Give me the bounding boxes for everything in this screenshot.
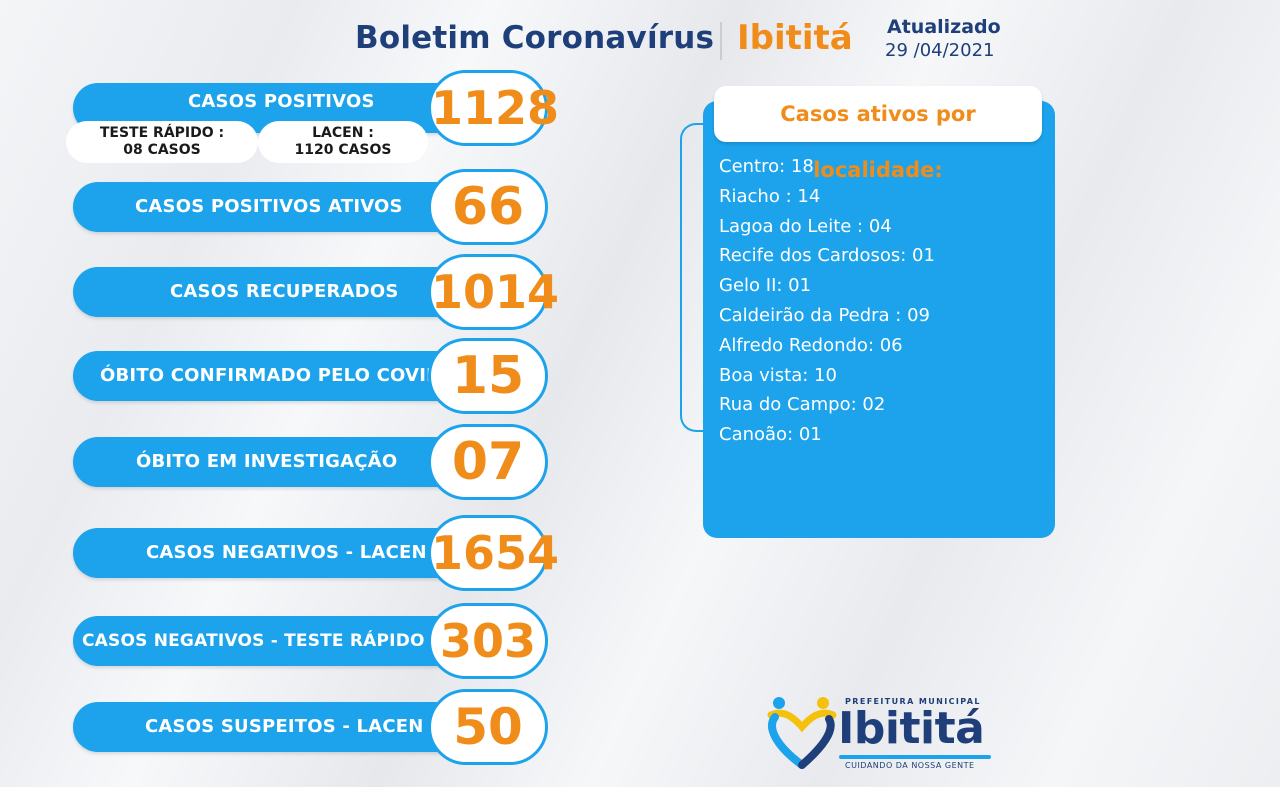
locality-item: Riacho : 14 <box>719 185 821 207</box>
prefeitura-logo: PREFEITURA MUNICIPAL Ibititá CUIDANDO DA… <box>765 693 995 773</box>
logo-name: Ibititá <box>838 703 985 754</box>
locality-item: Lagoa do Leite : 04 <box>719 215 892 237</box>
heart-people-icon <box>767 697 837 769</box>
logo-tagline: CUIDANDO DA NOSSA GENTE <box>845 761 975 770</box>
stat-obito-investigacao: ÓBITO EM INVESTIGAÇÃO <box>73 437 473 487</box>
stat-value: 66 <box>428 169 548 245</box>
stat-casos-negativos-lacen: CASOS NEGATIVOS - LACEN <box>73 528 473 578</box>
stat-casos-suspeitos-lacen: CASOS SUSPEITOS - LACEN <box>73 702 473 752</box>
stat-value: 50 <box>428 689 548 765</box>
stat-label: CASOS RECUPERADOS <box>170 281 399 302</box>
stat-obito-confirmado: ÓBITO CONFIRMADO PELO COVID <box>73 351 473 401</box>
stat-label: ÓBITO CONFIRMADO PELO COVID <box>100 365 442 386</box>
stat-value: 07 <box>428 424 548 500</box>
rapid-test-value: 08 CASOS <box>123 142 201 158</box>
header-divider <box>720 22 722 60</box>
locality-item: Centro: 18 <box>719 156 814 177</box>
locality-item: Canoão: 01 <box>719 424 822 446</box>
rapid-test-label: TESTE RÁPIDO : <box>99 125 225 141</box>
stat-label: CASOS NEGATIVOS - LACEN <box>146 542 427 563</box>
lacen-value: 1120 CASOS <box>294 142 392 158</box>
stat-casos-recuperados: CASOS RECUPERADOS <box>73 267 473 317</box>
city-name: Ibititá <box>737 18 853 58</box>
stat-value: 303 <box>428 603 548 679</box>
localities-panel <box>703 101 1055 538</box>
stat-value: 1128 <box>428 70 559 146</box>
stat-label: CASOS SUSPEITOS - LACEN <box>145 716 424 737</box>
stat-value: 15 <box>428 338 548 414</box>
updated-date: 29 /04/2021 <box>885 40 995 61</box>
localities-title: Casos ativos por localidade: <box>714 86 1042 182</box>
stat-value: 1014 <box>428 254 559 330</box>
stat-label: CASOS NEGATIVOS - TESTE RÁPIDO <box>82 631 425 651</box>
rapid-test-count: TESTE RÁPIDO : 08 CASOS <box>66 121 258 163</box>
localities-list: Centro: 18 Riacho : 14 Lagoa do Leite : … <box>719 152 935 450</box>
lacen-label: LACEN : <box>312 125 374 141</box>
updated-label: Atualizado <box>887 16 1001 38</box>
localities-bracket <box>680 123 720 432</box>
logo-top-text: PREFEITURA MUNICIPAL <box>845 697 981 706</box>
locality-item: Caldeirão da Pedra : 09 <box>719 304 930 326</box>
locality-item: Rua do Campo: 02 <box>719 394 886 416</box>
stat-casos-negativos-teste-rapido: CASOS NEGATIVOS - TESTE RÁPIDO <box>73 616 473 666</box>
locality-item: Recife dos Cardosos: 01 <box>719 245 935 267</box>
bulletin-title: Boletim Coronavírus <box>355 20 715 56</box>
stat-label: CASOS POSITIVOS <box>188 91 375 112</box>
stat-value: 1654 <box>428 515 559 591</box>
stat-label: CASOS POSITIVOS ATIVOS <box>135 196 403 217</box>
locality-item: Alfredo Redondo: 06 <box>719 334 903 356</box>
stat-casos-positivos-ativos: CASOS POSITIVOS ATIVOS <box>73 182 473 232</box>
logo-underline <box>839 755 991 759</box>
stat-label: ÓBITO EM INVESTIGAÇÃO <box>136 451 398 472</box>
locality-item: Gelo II: 01 <box>719 275 812 297</box>
locality-item: Boa vista: 10 <box>719 364 837 386</box>
lacen-count: LACEN : 1120 CASOS <box>258 121 428 163</box>
